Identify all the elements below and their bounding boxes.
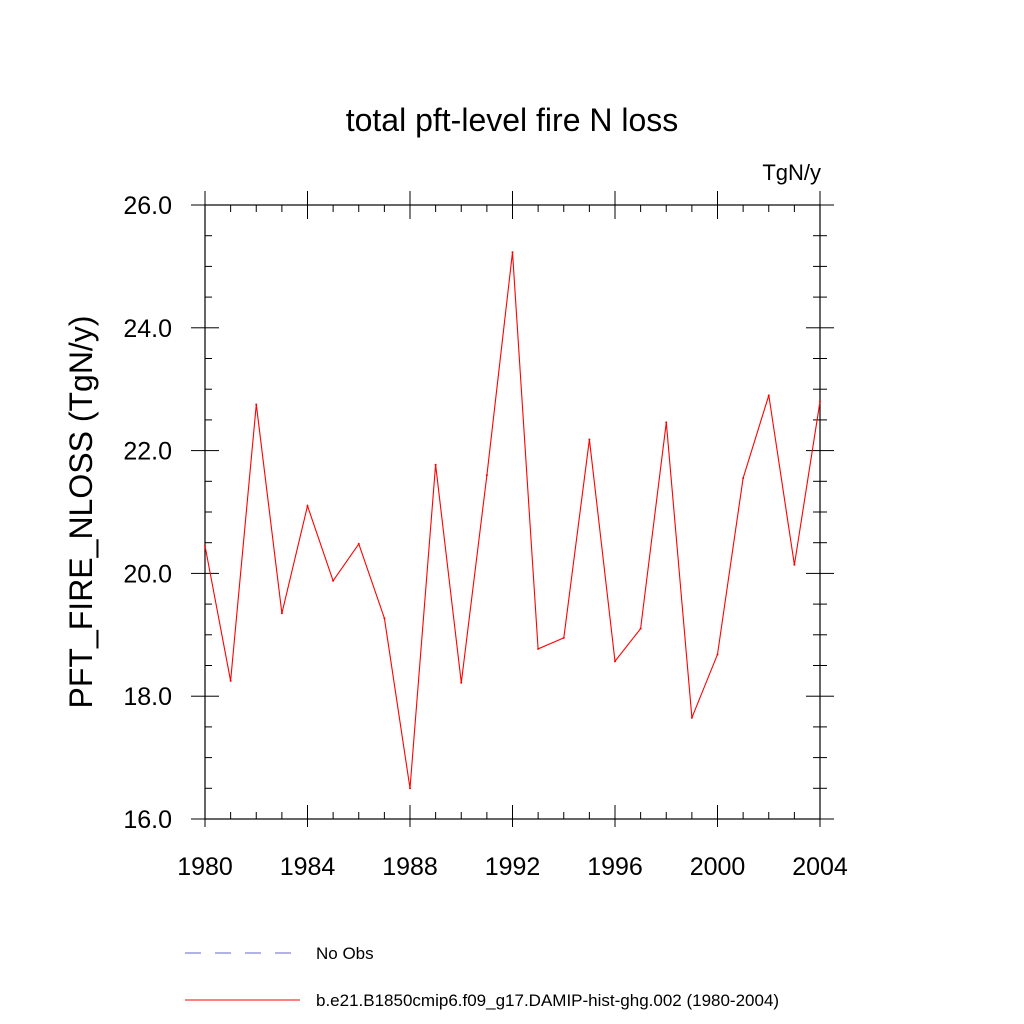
data-point [229,679,232,682]
data-point [793,563,796,566]
data-point [460,681,463,684]
y-tick-label: 24.0 [123,315,172,343]
data-point [588,438,591,441]
x-tick-label: 2004 [792,853,848,881]
x-tick-label: 2000 [690,853,746,881]
data-point [485,474,488,477]
data-point [306,504,309,507]
plot-frame [204,204,821,820]
data-point [665,421,668,424]
data-point [614,660,616,663]
chart-title: total pft-level fire N loss [346,102,679,138]
y-axis-label: PFT_FIRE_NLOSS (TgN/y) [63,316,99,709]
units-label: TgN/y [762,160,821,185]
data-point [819,400,821,403]
data-point [357,542,360,545]
data-point [537,647,540,650]
x-tick-label: 1988 [382,853,438,881]
data-point [690,716,693,719]
y-tick-label: 16.0 [123,806,172,834]
x-tick-label: 1996 [587,853,643,881]
series-line [204,252,821,789]
data-point [767,394,770,397]
data-point [434,463,437,466]
plot-axes: 1980 1984 1988 1992 1996 2000 2004 16.0 18.0 20.0… [123,191,848,881]
x-tick-label: 1980 [177,853,233,881]
data-point [511,251,514,254]
data-point [280,612,283,615]
legend-label: b.e21.B1850cmip6.f09_g17.DAMIP-hist-ghg.… [316,991,779,1010]
data-point [204,544,206,547]
data-point [332,579,335,582]
series-layer [204,251,821,790]
y-tick-label: 18.0 [123,683,172,711]
data-point [716,653,719,656]
y-tick-label: 20.0 [123,560,172,588]
legend-label: No Obs [316,944,374,963]
data-point [742,477,745,480]
data-point [562,636,565,639]
legend: No Obs b.e21.B1850cmip6.f09_g17.DAMIP-his… [185,944,779,1010]
data-point [639,627,642,630]
data-point [409,787,411,790]
y-tick-label: 26.0 [123,192,172,220]
data-point [255,403,258,406]
data-point [383,617,386,620]
x-tick-label: 1992 [485,853,541,881]
x-tick-label: 1984 [280,853,336,881]
y-tick-label: 22.0 [123,438,172,466]
